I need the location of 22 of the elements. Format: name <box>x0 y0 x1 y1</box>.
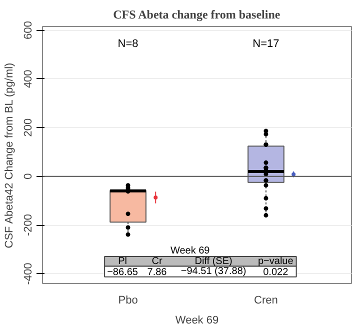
annotation: Diff (SE) <box>194 256 232 267</box>
y-tick-label: -200 <box>22 214 34 236</box>
x-tick-label: Pbo <box>118 294 138 306</box>
y-tick-label: 600 <box>22 20 34 40</box>
annotation: 7.86 <box>147 267 168 278</box>
annotation: p−value <box>258 256 294 267</box>
annotation: Cr <box>152 256 163 267</box>
annotation: 0.022 <box>263 267 289 278</box>
annotation: N=17 <box>252 38 280 50</box>
y-axis-title: CSF Abeta42 Change from BL (pg/ml) <box>4 62 16 248</box>
y-tick-label: 200 <box>22 118 34 137</box>
y-tick-label: -400 <box>22 262 34 285</box>
annotation: −94.51 (37.88) <box>180 266 246 278</box>
y-tick-label: 0 <box>22 173 34 180</box>
annotation: N=8 <box>118 38 138 50</box>
x-tick-label: Cren <box>254 294 278 306</box>
annotation: Pl <box>118 256 127 267</box>
chart-title: CFS Abeta change from baseline <box>113 8 281 22</box>
text: Week 69 <box>175 314 219 326</box>
x-axis-title: Week 69 <box>170 245 210 256</box>
annotation: −86.65 <box>107 267 138 278</box>
y-tick-label: 400 <box>22 70 34 88</box>
